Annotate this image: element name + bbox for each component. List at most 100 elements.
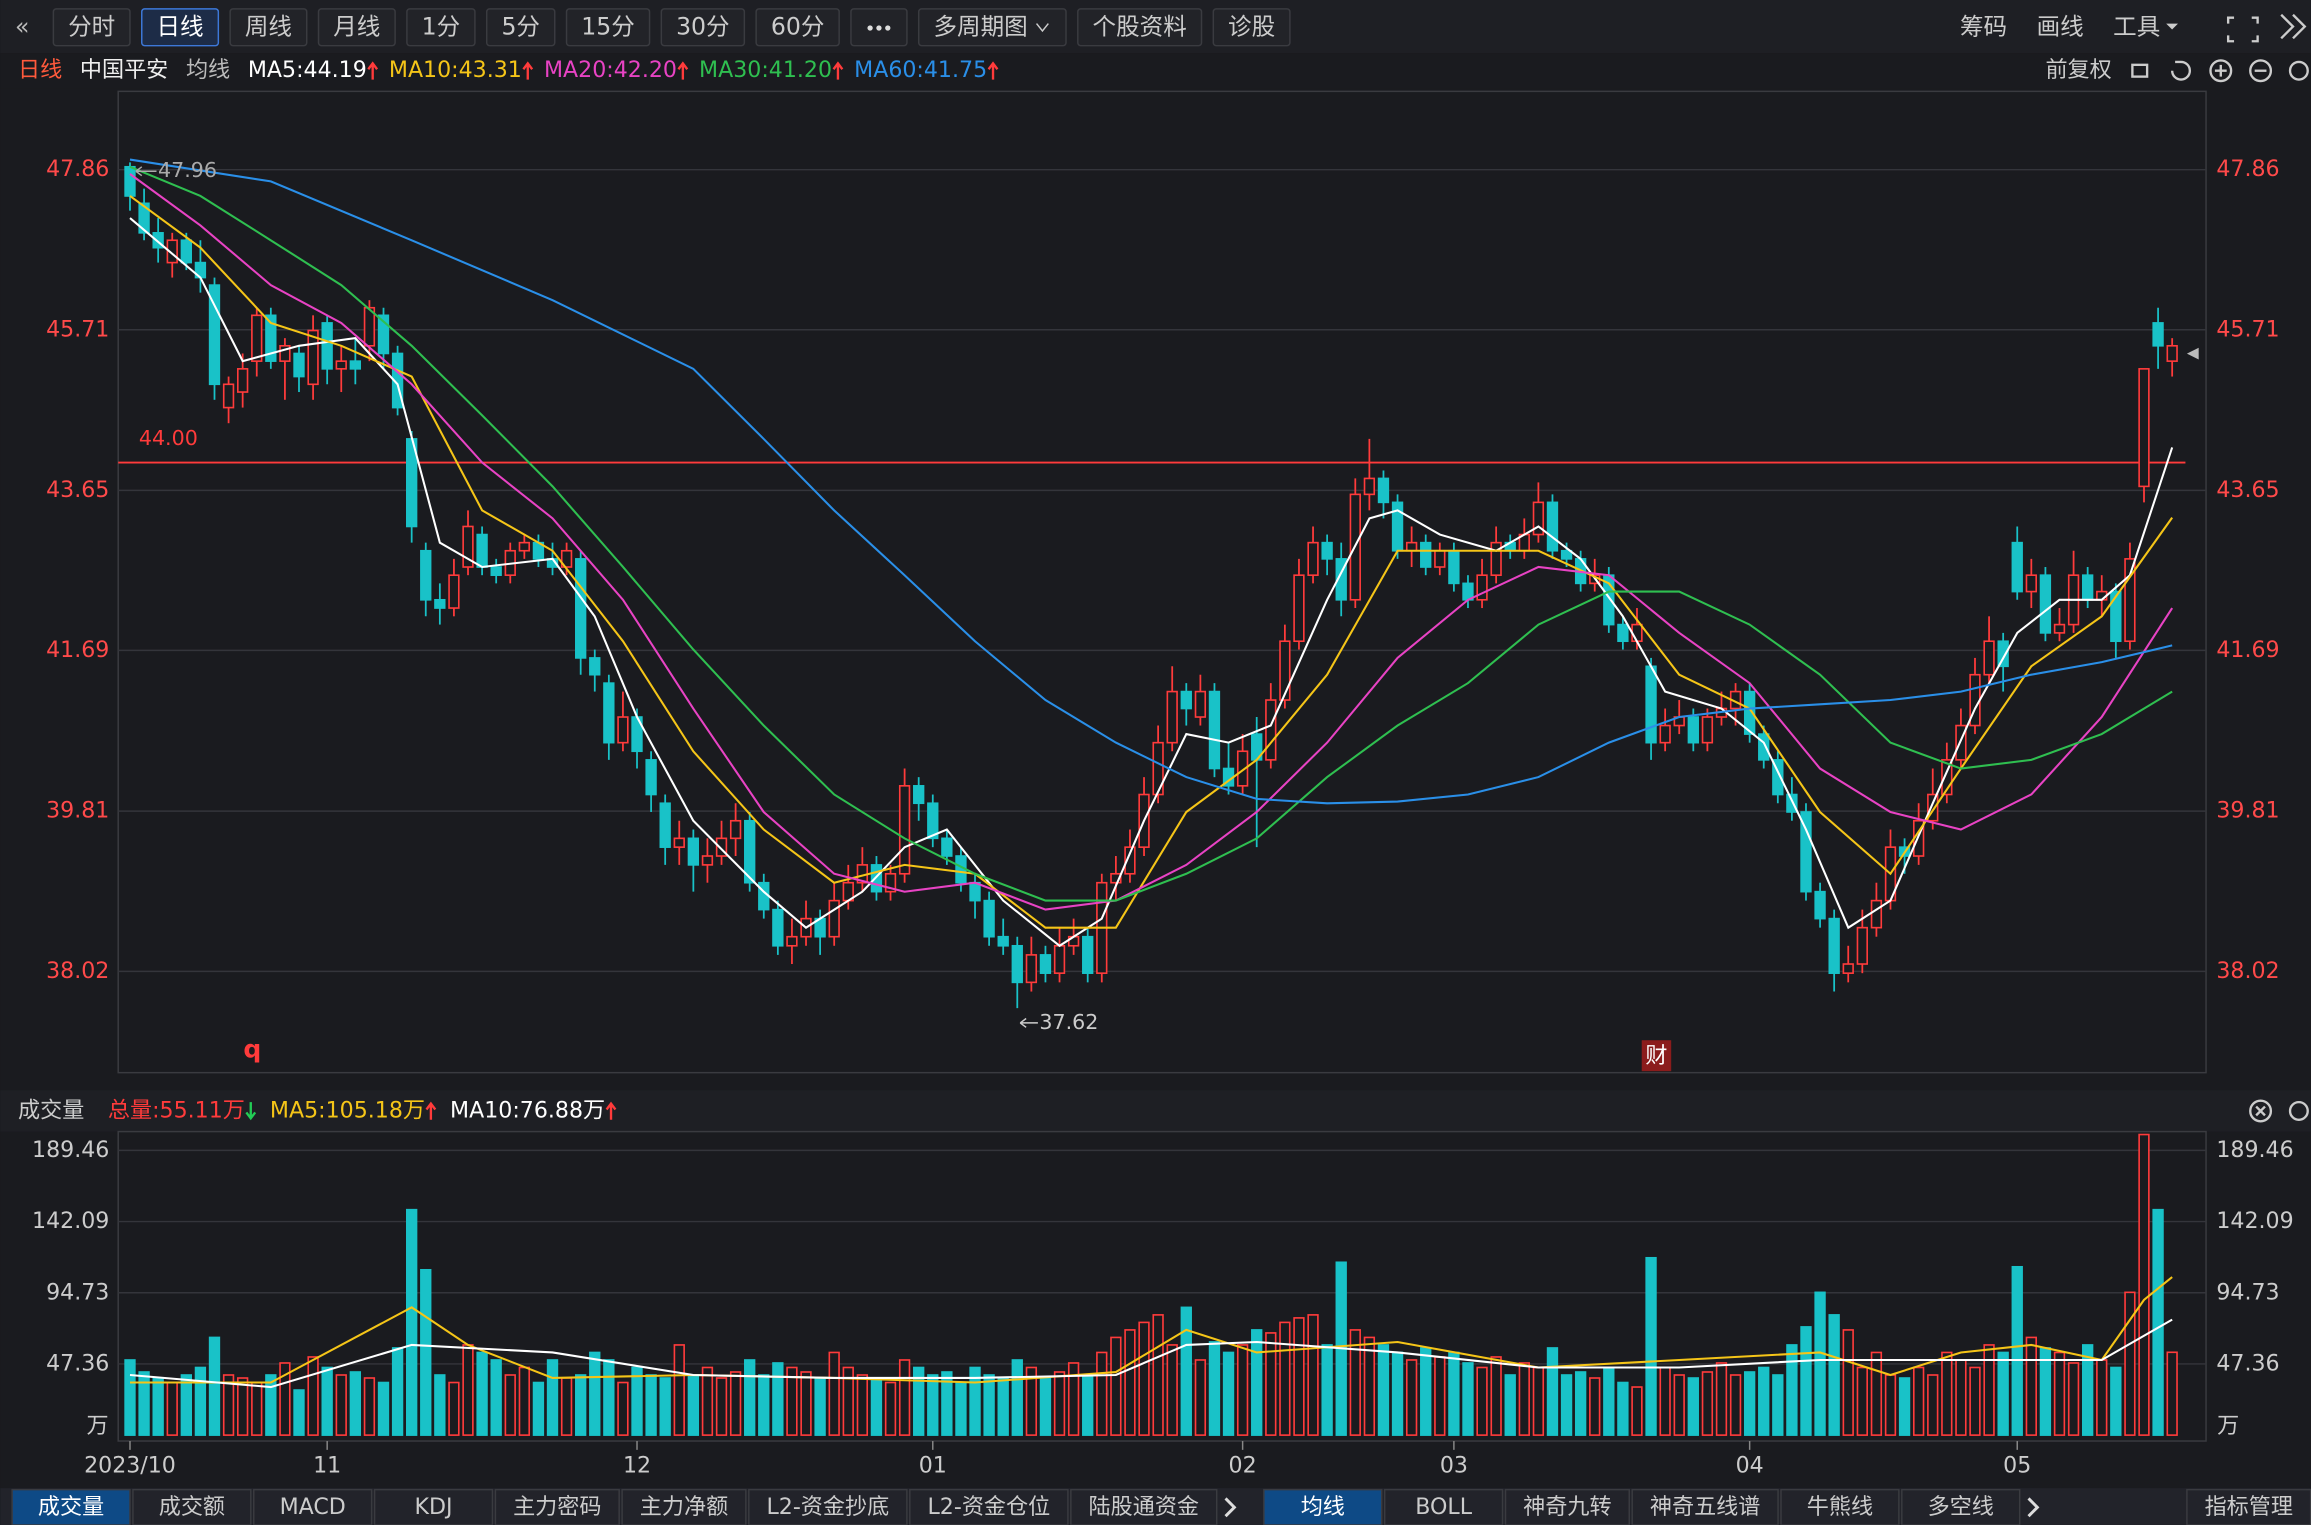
volume-bar: [913, 1366, 925, 1436]
volume-bar: [659, 1377, 671, 1436]
candle-body: [251, 314, 263, 362]
volume-bar: [532, 1381, 545, 1436]
legend-entry: MA10:76.88万: [450, 1097, 605, 1123]
volume-settings-icon[interactable]: [2288, 1100, 2309, 1121]
tab[interactable]: [1263, 1488, 1383, 1525]
tab[interactable]: [11, 1488, 131, 1525]
y-tick-label-right: 94.73: [2216, 1279, 2279, 1305]
lock-icon[interactable]: [2131, 63, 2149, 78]
candle-body: [420, 549, 432, 601]
tab-label[interactable]: 主力密码: [513, 1494, 601, 1520]
period-button-box[interactable]: [141, 8, 220, 47]
candle-body: [476, 533, 488, 568]
tab[interactable]: [909, 1488, 1069, 1525]
tab-label[interactable]: L2-资金仓位: [928, 1494, 1051, 1520]
candle-body: [941, 837, 953, 857]
volume-bar: [1138, 1321, 1150, 1436]
tab[interactable]: [1631, 1488, 1779, 1525]
settings-icon[interactable]: [2288, 60, 2309, 81]
adjust-label[interactable]: 前复权: [2045, 57, 2111, 83]
tab[interactable]: [132, 1488, 252, 1525]
period-button-box[interactable]: [565, 8, 651, 47]
period-button-box[interactable]: [52, 8, 131, 47]
tab-label[interactable]: 神奇九转: [1523, 1494, 1611, 1520]
tab[interactable]: [621, 1488, 747, 1525]
period-button[interactable]: 5分: [501, 12, 540, 40]
volume-bar: [1927, 1374, 1939, 1436]
tab[interactable]: [748, 1488, 908, 1525]
collapse-icon[interactable]: «: [15, 12, 29, 40]
tab-label[interactable]: 多空线: [1928, 1494, 1994, 1520]
tab-label[interactable]: 主力净额: [640, 1494, 728, 1520]
tool-button[interactable]: 个股资料: [1093, 12, 1187, 40]
tab-label[interactable]: BOLL: [1415, 1494, 1472, 1520]
tab[interactable]: [373, 1488, 494, 1525]
tool-link[interactable]: 工具: [2113, 12, 2160, 40]
tool-link[interactable]: 画线: [2037, 12, 2084, 40]
tab[interactable]: [1070, 1488, 1218, 1525]
multi-period-button-box[interactable]: [917, 8, 1067, 47]
tabs-next[interactable]: [1224, 1497, 1237, 1518]
period-button-box[interactable]: [406, 8, 476, 47]
finance-marker[interactable]: 财: [1645, 1043, 1667, 1069]
candle-body: [1152, 741, 1164, 796]
tool-button[interactable]: 诊股: [1228, 12, 1275, 40]
tab[interactable]: [253, 1488, 373, 1525]
period-button-box[interactable]: [485, 8, 556, 47]
period-button-box[interactable]: [755, 8, 840, 47]
tab-label[interactable]: 指标管理: [2205, 1494, 2293, 1520]
undo-icon[interactable]: [2170, 60, 2191, 81]
period-button[interactable]: 周线: [245, 12, 292, 40]
tab-label[interactable]: L2-资金抄底: [766, 1494, 889, 1520]
tab[interactable]: [1780, 1488, 1900, 1525]
volume-bar: [927, 1374, 939, 1436]
tab[interactable]: [1504, 1488, 1630, 1525]
tool-button-box[interactable]: [1077, 8, 1203, 47]
period-button[interactable]: 月线: [333, 12, 380, 40]
period-button[interactable]: 日线: [156, 12, 203, 40]
tab-label[interactable]: 成交量: [38, 1494, 104, 1520]
tabs-next[interactable]: [2027, 1497, 2040, 1518]
volume-bar: [1842, 1329, 1854, 1436]
candle-body: [1645, 665, 1657, 744]
period-button-box[interactable]: [229, 8, 308, 47]
zoom-out-icon[interactable]: [2249, 59, 2273, 83]
expand-icon[interactable]: [2280, 13, 2307, 40]
tab-label[interactable]: KDJ: [415, 1494, 453, 1520]
volume-bar: [391, 1347, 404, 1436]
unit-label: 万: [87, 1413, 109, 1439]
tab-label[interactable]: 均线: [1301, 1494, 1345, 1520]
period-button[interactable]: 60分: [771, 12, 825, 40]
up-arrow: [832, 61, 844, 80]
close-icon[interactable]: [2249, 1099, 2273, 1123]
zoom-in-icon[interactable]: [2209, 59, 2233, 83]
tab-label[interactable]: 成交额: [159, 1494, 225, 1520]
tab-label[interactable]: 神奇五线谱: [1650, 1494, 1760, 1520]
multi-period-button[interactable]: 多周期图: [933, 12, 1027, 40]
dropdown-caret: [1035, 23, 1049, 33]
period-button-box[interactable]: [660, 8, 746, 47]
tab[interactable]: [1383, 1488, 1504, 1525]
fullscreen-icon[interactable]: [2226, 16, 2259, 43]
period-button[interactable]: 15分: [581, 12, 635, 40]
candle-body: [1420, 541, 1432, 568]
event-marker[interactable]: q: [243, 1035, 261, 1064]
period-button[interactable]: 30分: [676, 12, 730, 40]
volume-bar: [1828, 1314, 1840, 1436]
period-button-box[interactable]: [317, 8, 396, 47]
volume-bar: [1053, 1371, 1066, 1436]
tab-label[interactable]: MACD: [280, 1494, 346, 1520]
volume-bar: [1011, 1359, 1023, 1436]
tab[interactable]: [2186, 1488, 2311, 1525]
period-button[interactable]: 1分: [422, 12, 461, 40]
volume-bar: [363, 1377, 376, 1436]
volume-bar: [251, 1381, 263, 1436]
tool-button-box[interactable]: [1212, 8, 1291, 47]
tab-label[interactable]: 陆股通资金: [1089, 1494, 1199, 1520]
volume-bar: [166, 1381, 178, 1436]
tab-label[interactable]: 牛熊线: [1807, 1494, 1873, 1520]
tab[interactable]: [494, 1488, 620, 1525]
tab[interactable]: [1901, 1488, 2021, 1525]
period-button[interactable]: 分时: [68, 12, 115, 40]
tool-link[interactable]: 筹码: [1960, 12, 2007, 40]
